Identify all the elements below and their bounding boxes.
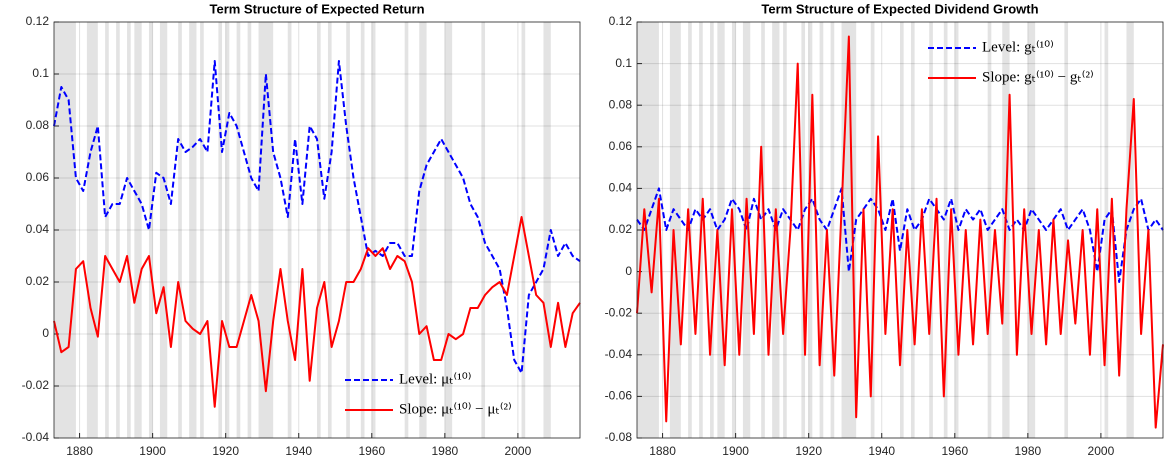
recession-band <box>371 22 376 438</box>
recession-band <box>225 22 230 438</box>
chart-title: Term Structure of Expected Dividend Grow… <box>761 1 1038 16</box>
recession-band <box>669 22 681 438</box>
series-line <box>636 35 1164 429</box>
recession-band <box>105 22 109 438</box>
y-tick-label: 0.02 <box>26 274 50 288</box>
series-line <box>53 216 581 408</box>
y-tick-label: -0.06 <box>605 389 633 403</box>
y-tick-label: 0.06 <box>26 170 50 184</box>
recession-band <box>710 22 714 438</box>
recession-band <box>86 22 98 438</box>
recession-band <box>870 22 875 438</box>
y-tick-label: 0.12 <box>26 14 50 28</box>
y-tick-label: 0.1 <box>32 66 49 80</box>
recession-band <box>127 22 131 438</box>
y-tick-label: 0.1 <box>615 56 632 70</box>
recession-band <box>481 22 486 438</box>
axes-box <box>636 21 1164 439</box>
recession-band <box>317 22 321 438</box>
y-tick-label: 0.12 <box>609 14 633 28</box>
recession-band <box>943 22 948 438</box>
recession-band <box>717 22 725 438</box>
recession-band <box>783 22 787 438</box>
x-tick-label: 2000 <box>505 444 532 458</box>
recession-band <box>1031 22 1036 438</box>
x-tick-label: 1960 <box>941 444 968 458</box>
series-line <box>636 187 1164 283</box>
recession-band <box>148 22 153 438</box>
y-tick-label: 0.06 <box>609 139 633 153</box>
y-tick-label: -0.02 <box>605 305 633 319</box>
recession-band <box>742 22 751 438</box>
y-tick-label: 0.04 <box>26 222 50 236</box>
legend-label: Level: gₜ⁽¹⁰⁾ <box>982 39 1054 55</box>
x-tick-label: 1880 <box>66 444 93 458</box>
x-tick-label: 2000 <box>1088 444 1115 458</box>
y-tick-label: -0.02 <box>22 378 50 392</box>
x-tick-label: 1980 <box>431 444 458 458</box>
recession-band <box>134 22 142 438</box>
y-tick-label: 0.02 <box>609 222 633 236</box>
recession-band <box>543 22 551 438</box>
y-tick-label: 0 <box>625 264 632 278</box>
recession-band <box>761 22 765 438</box>
recession-band <box>247 22 252 438</box>
x-tick-label: 1940 <box>285 444 312 458</box>
recession-band <box>178 22 182 438</box>
x-tick-label: 1920 <box>212 444 239 458</box>
recession-band <box>1104 22 1109 438</box>
recession-band <box>448 22 453 438</box>
y-tick-label: -0.08 <box>605 430 633 444</box>
recession-band <box>987 22 992 438</box>
recession-band <box>287 22 292 438</box>
recession-band <box>444 22 449 438</box>
y-tick-label: -0.04 <box>22 430 50 444</box>
recession-band <box>819 22 824 438</box>
recession-band <box>910 22 915 438</box>
recession-band <box>346 22 350 438</box>
recession-band <box>236 22 241 438</box>
y-tick-label: 0 <box>42 326 49 340</box>
y-tick-label: -0.04 <box>605 347 633 361</box>
panel: -0.04 -0.02 0 0.02 0.04 0.06 0.08 0.1 0.12 1880 19… <box>22 1 581 458</box>
panel: -0.08 -0.06 -0.04 -0.02 0 0.02 0.04 0.06 0.08 0.1… <box>605 1 1164 458</box>
recession-band <box>404 22 409 438</box>
recession-band <box>637 22 659 438</box>
recession-band <box>419 22 427 438</box>
recession-band <box>900 22 904 438</box>
x-tick-label: 1900 <box>139 444 166 458</box>
x-tick-label: 1940 <box>868 444 895 458</box>
legend-label: Level: μₜ⁽¹⁰⁾ <box>399 371 471 387</box>
x-tick-label: 1880 <box>649 444 676 458</box>
recession-band <box>1126 22 1134 438</box>
x-tick-label: 1960 <box>358 444 385 458</box>
recession-band <box>116 22 120 438</box>
legend-label: Slope: gₜ⁽¹⁰⁾ − gₜ⁽²⁾ <box>982 69 1094 85</box>
recession-band <box>159 22 168 438</box>
x-tick-label: 1980 <box>1014 444 1041 458</box>
series-line <box>53 60 581 374</box>
recession-band <box>1064 22 1069 438</box>
recession-band <box>929 22 933 438</box>
recession-band <box>200 22 204 438</box>
y-tick-label: 0.08 <box>609 97 633 111</box>
recession-band <box>830 22 835 438</box>
legend-label: Slope: μₜ⁽¹⁰⁾ − μₜ⁽²⁾ <box>399 401 512 417</box>
chart-title: Term Structure of Expected Return <box>209 1 424 16</box>
recession-band <box>808 22 813 438</box>
y-tick-label: 0.04 <box>609 181 633 195</box>
recession-band <box>801 22 806 438</box>
recession-band <box>327 22 332 438</box>
recession-band <box>218 22 223 438</box>
recession-band <box>954 22 959 438</box>
y-tick-label: 0.08 <box>26 118 50 132</box>
axes-box <box>53 21 581 439</box>
recession-band <box>189 22 197 438</box>
recession-band <box>1027 22 1032 438</box>
x-tick-label: 1900 <box>722 444 749 458</box>
x-tick-label: 1920 <box>795 444 822 458</box>
